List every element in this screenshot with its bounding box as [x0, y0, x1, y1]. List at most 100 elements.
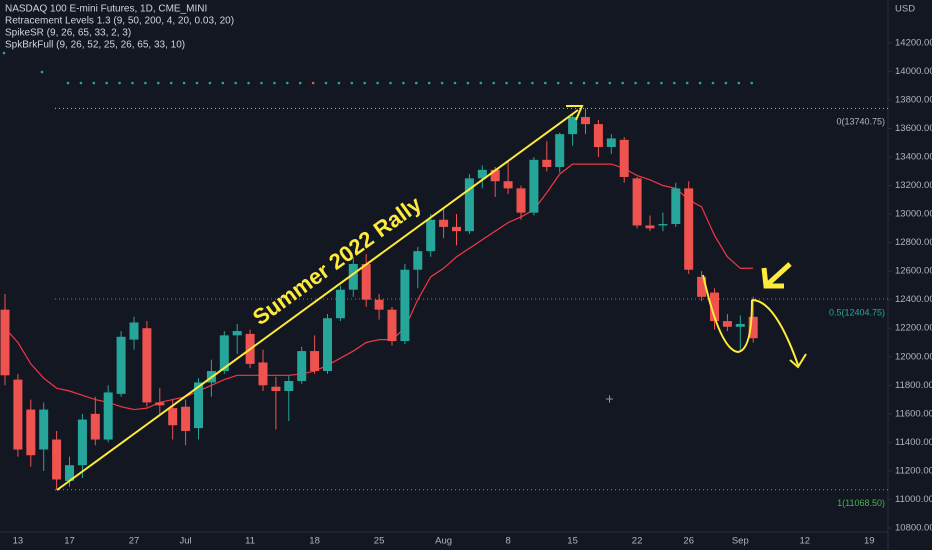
indicator-dot — [363, 81, 367, 85]
y-tick-label: 10800.00 — [895, 523, 932, 534]
curve — [702, 274, 753, 354]
indicator-dot — [157, 81, 160, 85]
candle-body — [555, 134, 565, 167]
candle-body — [284, 381, 294, 392]
candle-body — [710, 292, 719, 322]
indicator-dot — [544, 81, 547, 85]
candle-body — [516, 188, 526, 213]
y-tick-label: 11600.00 — [895, 408, 932, 419]
candle-body — [658, 224, 668, 226]
candle-body — [77, 419, 87, 466]
candle-body — [503, 181, 513, 189]
candle-body — [671, 188, 681, 225]
arrow-head — [566, 105, 584, 121]
indicator-dot — [634, 81, 637, 85]
indicator-dot — [698, 81, 702, 85]
indicator-dot — [582, 81, 586, 85]
y-tick-label: 13200.00 — [895, 180, 932, 191]
y-tick-label: 11200.00 — [895, 465, 932, 476]
y-tick-label: 11000.00 — [895, 494, 932, 505]
candle-body — [232, 331, 242, 336]
indicator-dot — [350, 81, 354, 85]
x-tick-label: 26 — [683, 536, 694, 547]
indicator-dot — [118, 81, 121, 85]
indicator-dot — [595, 81, 599, 85]
candle-body — [697, 276, 707, 297]
candle-body — [632, 178, 642, 226]
indicator-dot — [208, 81, 212, 85]
candle-body — [387, 309, 397, 342]
indicator-dot — [337, 81, 341, 85]
arrow-head — [789, 353, 807, 369]
x-tick-label: Aug — [435, 536, 452, 547]
candle-body — [748, 316, 758, 339]
indicator-dot — [531, 81, 534, 85]
indicator-dot — [479, 81, 483, 85]
x-tick-label: Jul — [180, 536, 192, 547]
candle-body — [90, 413, 100, 440]
x-tick-label: 12 — [800, 536, 811, 547]
candle-body — [194, 382, 203, 429]
candle-body — [684, 188, 694, 270]
level-label: 0.5(12404.75) — [829, 307, 885, 317]
y-tick-label: 12400.00 — [895, 294, 932, 305]
candle-body — [0, 309, 10, 376]
indicator-dot — [92, 81, 96, 85]
indicator-dot — [569, 81, 573, 85]
indicator-dot — [505, 81, 508, 85]
x-tick-label: 19 — [864, 536, 875, 547]
candle-body — [258, 362, 268, 386]
candle-body — [413, 251, 423, 270]
indicator-dot — [182, 81, 186, 85]
x-tick-label: 25 — [374, 536, 385, 547]
indicator-dot — [247, 81, 250, 85]
level-label: 0(13740.75) — [836, 117, 885, 127]
candle-body — [26, 409, 36, 456]
candle-body — [722, 321, 732, 327]
x-tick-label: 13 — [13, 536, 24, 547]
indicator-dot — [492, 81, 496, 85]
x-tick-label: 18 — [309, 536, 320, 547]
indicator-dot — [131, 81, 134, 85]
indicator-dot — [453, 81, 457, 85]
y-tick-label: 13400.00 — [895, 151, 932, 162]
candle-body — [400, 269, 410, 342]
x-tick-label: 27 — [129, 536, 140, 547]
candle-body — [116, 336, 126, 394]
indicator-dot — [647, 81, 650, 85]
candle-body — [219, 335, 229, 372]
candle-body — [335, 289, 345, 319]
candle-body — [645, 225, 655, 229]
candle-body — [477, 169, 487, 179]
y-tick-label: 13800.00 — [895, 94, 932, 105]
indicator-dot — [402, 81, 405, 85]
candle-body — [606, 138, 616, 147]
x-tick-label: 8 — [505, 536, 510, 547]
x-tick-label: 15 — [567, 536, 578, 547]
candle-body — [142, 328, 152, 403]
crosshair — [606, 395, 613, 403]
candle-body — [464, 178, 474, 232]
candle-body — [181, 406, 191, 431]
curve — [751, 299, 799, 366]
candle-body — [568, 117, 578, 135]
indicator-dot — [673, 81, 676, 85]
indicator-dot — [621, 81, 624, 85]
candle-body — [348, 264, 358, 290]
y-tick-label: 13000.00 — [895, 209, 932, 220]
indicator-dot — [298, 81, 302, 85]
x-tick-label: 11 — [245, 536, 255, 547]
candle-body — [735, 323, 745, 327]
indicator-dot — [286, 81, 289, 85]
candle-body — [323, 318, 332, 372]
candle-body — [39, 409, 49, 450]
indicator-dot — [273, 81, 276, 85]
indicator-dot — [737, 81, 741, 85]
y-tick-label: 12200.00 — [895, 323, 932, 334]
chart-title: NASDAQ 100 E-mini Futures, 1D, CME_MINI — [5, 4, 207, 15]
candle-body — [452, 226, 461, 232]
indicator-dot — [79, 81, 83, 85]
indicator-dot — [608, 81, 612, 85]
